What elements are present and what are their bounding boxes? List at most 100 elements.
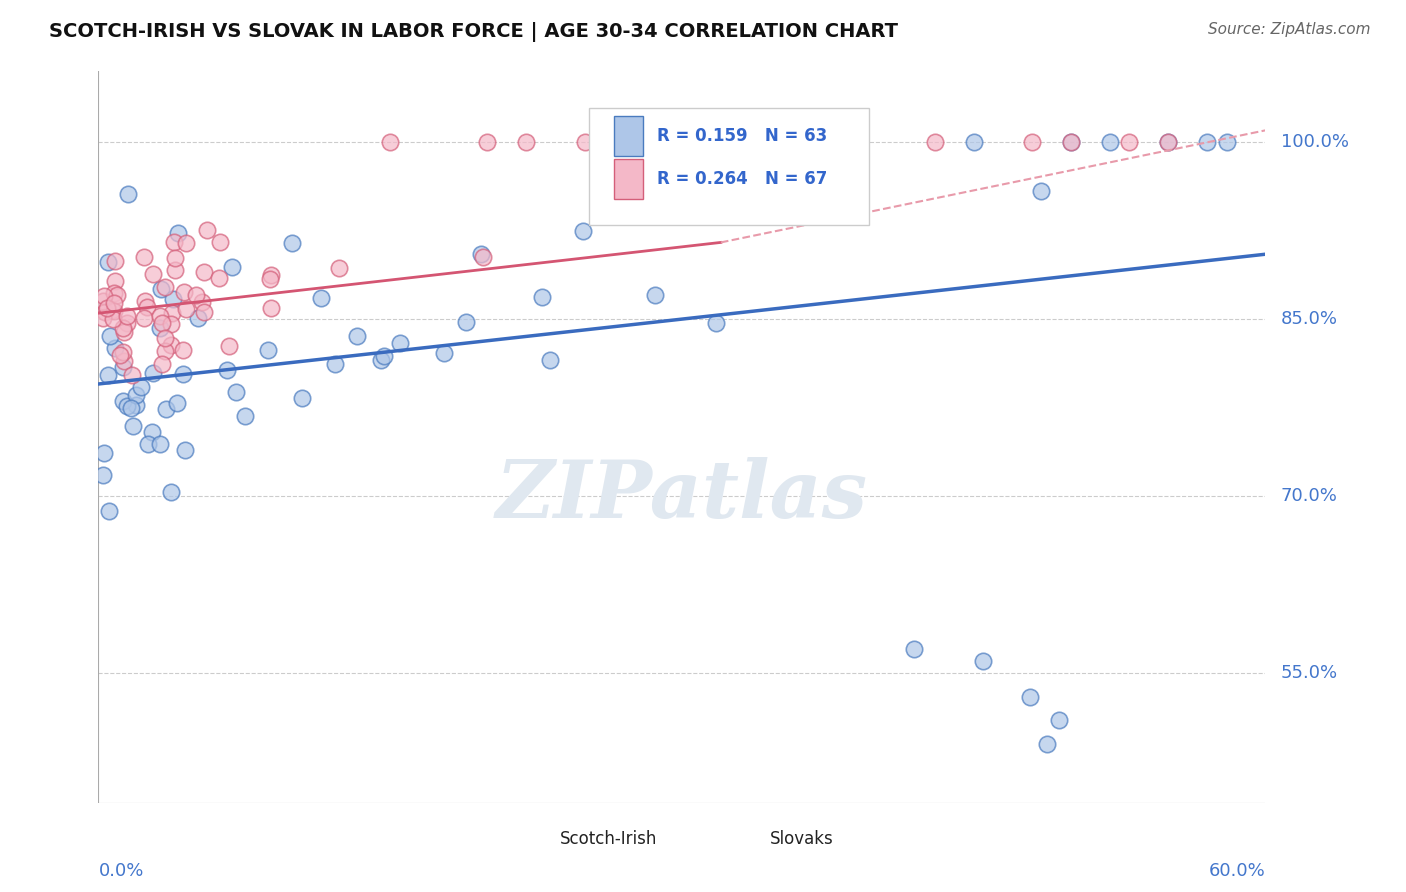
Point — [97, 368, 120, 382]
Point — [112, 354, 135, 368]
Text: Source: ZipAtlas.com: Source: ZipAtlas.com — [1208, 22, 1371, 37]
Text: ZIPatlas: ZIPatlas — [496, 457, 868, 534]
Point — [136, 300, 159, 314]
Bar — [614, 159, 644, 199]
Point — [191, 295, 214, 310]
Point — [530, 290, 553, 304]
Point — [807, 135, 830, 149]
Point — [167, 226, 190, 240]
Point — [1060, 135, 1083, 149]
Point — [150, 357, 173, 371]
Point — [112, 393, 135, 408]
Point — [184, 288, 207, 302]
Point — [155, 401, 177, 416]
Point — [153, 280, 176, 294]
Point — [153, 331, 176, 345]
Point — [1098, 135, 1121, 149]
Point — [162, 306, 184, 320]
Point — [1215, 135, 1237, 149]
Point — [103, 295, 125, 310]
Point — [704, 317, 727, 331]
Point — [141, 425, 163, 439]
Point — [538, 352, 561, 367]
Point — [572, 224, 595, 238]
Point — [100, 303, 122, 318]
Point — [97, 503, 120, 517]
Point — [710, 135, 733, 149]
Point — [1036, 737, 1059, 751]
Point — [225, 385, 247, 400]
Point — [166, 396, 188, 410]
Point — [644, 287, 666, 301]
Point — [260, 268, 283, 282]
Point — [93, 289, 115, 303]
Point — [104, 274, 127, 288]
Point — [163, 235, 186, 249]
Text: R = 0.264   N = 67: R = 0.264 N = 67 — [658, 170, 828, 188]
Bar — [519, 825, 548, 854]
Point — [121, 368, 143, 383]
Point — [972, 654, 994, 668]
Point — [98, 329, 121, 343]
Point — [187, 311, 209, 326]
Point — [631, 135, 654, 149]
Point — [515, 135, 537, 149]
Point — [93, 446, 115, 460]
Point — [153, 344, 176, 359]
Point — [903, 642, 925, 657]
Point — [104, 341, 127, 355]
Point — [97, 254, 120, 268]
Point — [120, 401, 142, 415]
Point — [1157, 135, 1180, 149]
Point — [218, 339, 240, 353]
Point — [111, 321, 134, 335]
Point — [115, 316, 138, 330]
Bar — [614, 116, 644, 156]
Point — [132, 311, 155, 326]
Point — [281, 235, 304, 250]
Point — [323, 357, 346, 371]
Point — [108, 348, 131, 362]
Point — [291, 391, 314, 405]
Point — [215, 363, 238, 377]
Point — [125, 388, 148, 402]
Point — [174, 235, 197, 250]
Text: Slovaks: Slovaks — [769, 830, 834, 848]
Point — [134, 294, 156, 309]
Point — [193, 265, 215, 279]
Point — [208, 235, 231, 249]
Point — [259, 272, 281, 286]
Point — [115, 399, 138, 413]
Point — [472, 250, 495, 264]
Text: 100.0%: 100.0% — [1281, 133, 1348, 151]
Point — [117, 187, 139, 202]
Text: 70.0%: 70.0% — [1281, 487, 1339, 505]
Point — [311, 292, 333, 306]
Point — [174, 302, 197, 317]
Point — [574, 135, 596, 149]
Point — [136, 437, 159, 451]
Point — [104, 253, 127, 268]
Point — [328, 261, 350, 276]
Point — [150, 282, 173, 296]
Point — [103, 303, 125, 318]
Point — [91, 467, 114, 482]
Point — [373, 349, 395, 363]
Point — [105, 288, 128, 302]
Point — [1060, 135, 1083, 149]
Point — [103, 286, 125, 301]
Text: 85.0%: 85.0% — [1281, 310, 1339, 328]
Point — [1019, 690, 1042, 704]
Point — [193, 305, 215, 319]
Point — [174, 442, 197, 457]
Point — [454, 316, 477, 330]
Text: 55.0%: 55.0% — [1281, 664, 1339, 682]
Point — [470, 247, 492, 261]
Text: R = 0.159   N = 63: R = 0.159 N = 63 — [658, 127, 828, 145]
Point — [370, 353, 392, 368]
Point — [924, 135, 946, 149]
Point — [162, 293, 184, 307]
Point — [221, 260, 243, 274]
Bar — [728, 825, 758, 854]
Point — [195, 223, 218, 237]
